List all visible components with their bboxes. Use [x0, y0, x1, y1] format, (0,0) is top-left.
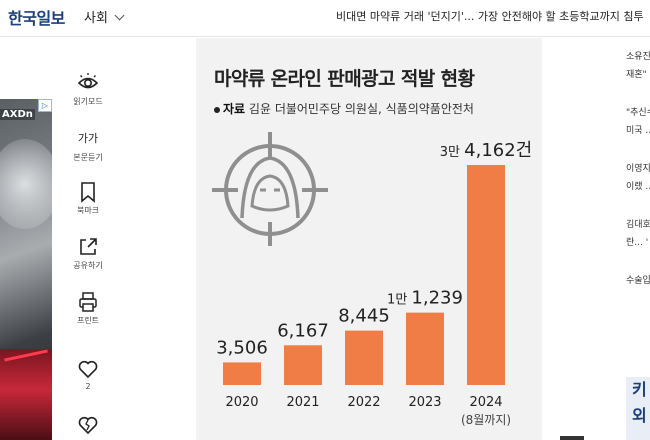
category-label-2022: 2022 [347, 395, 380, 410]
sidebar-news-1[interactable]: 소유진 [626, 52, 650, 62]
ad-choices-icon[interactable]: ▷ [38, 99, 52, 112]
category-label-2021: 2021 [286, 395, 319, 410]
value-label-2022: 8,445 [338, 306, 390, 327]
font-size-button[interactable]: 가가 본문듣기 [66, 128, 110, 163]
broken-heart-icon [78, 416, 98, 435]
tool-label-reader: 읽기모드 [73, 97, 103, 106]
value-label-2023: 1만 1,239 [387, 288, 463, 309]
hooded-figure-target-icon [212, 132, 328, 246]
sidebar-news-1-sub[interactable]: 재혼" [626, 70, 647, 80]
like-button[interactable]: 2 [66, 358, 110, 391]
source-label: 자료 [223, 102, 246, 116]
tool-label-listen: 본문듣기 [73, 153, 103, 162]
tool-label-bookmark: 북마크 [76, 206, 100, 215]
share-button[interactable]: 공유하기 [66, 236, 110, 271]
sidebar-news-4[interactable]: 김대호 [626, 220, 650, 230]
ad-brand-text: AXDn [0, 109, 35, 120]
infographic-source: 자료 김윤 더불어민주당 의원실, 식품의약품안전처 [214, 100, 474, 117]
infographic-panel: 마약류 온라인 판매광고 적발 현황 자료 김윤 더불어민주당 의원실, 식품의… [196, 38, 542, 440]
reader-mode-button[interactable]: 읽기모드 [66, 72, 110, 107]
category-note-2024: (8월까지) [461, 413, 511, 427]
article-headline: 비대면 마약류 거래 '던지기'... 가장 안전해야 할 초등학교까지 침투 [336, 10, 644, 23]
heart-icon [78, 360, 98, 379]
site-logo[interactable]: 한국일보 [8, 9, 65, 28]
category-label-2024: 2024 [469, 395, 502, 410]
print-button[interactable]: 프린트 [66, 291, 110, 326]
bar-2022 [345, 330, 383, 385]
dislike-button[interactable] [66, 414, 110, 436]
like-count: 2 [85, 382, 91, 391]
section-dropdown[interactable]: 사회 [84, 7, 125, 26]
category-label-2020: 2020 [225, 395, 258, 410]
text-size-icon: 가가 [77, 132, 99, 145]
section-label: 사회 [84, 11, 108, 26]
value-label-2021: 6,167 [277, 320, 329, 341]
sidebar-news-5[interactable]: 수술입 [626, 276, 650, 286]
top-navigation-bar: 한국일보 사회 비대면 마약류 거래 '던지기'... 가장 안전해야 할 초등… [0, 0, 650, 37]
chevron-down-icon [114, 10, 125, 20]
share-icon [80, 238, 97, 255]
category-label-2023: 2023 [408, 395, 441, 410]
bar-2021 [284, 345, 322, 385]
value-label-2024: 3만 4,162건 [440, 140, 532, 161]
bar-2023 [406, 312, 444, 385]
bar-chart: 3,506 2020 6,167 2021 8,445 2022 1만 1,239 2023 3… [212, 132, 532, 427]
ad-highlight [0, 139, 52, 229]
tool-label-print: 프린트 [76, 316, 100, 325]
sidebar-promo-box[interactable]: 키 외 [626, 377, 650, 440]
source-text: 김윤 더불어민주당 의원실, 식품의약품안전처 [248, 102, 474, 116]
tool-label-share: 공유하기 [73, 261, 103, 270]
bullet-dot [214, 106, 220, 113]
bar-2024 [467, 165, 505, 385]
ad-red-fabric [0, 349, 52, 440]
sidebar-news-2-sub[interactable]: 미국 ... [626, 126, 650, 136]
advertisement-image[interactable] [0, 99, 52, 440]
bookmark-button[interactable]: 북마크 [66, 181, 110, 216]
infographic-title: 마약류 온라인 판매광고 적발 현황 [214, 68, 475, 90]
bar-2020 [223, 362, 261, 385]
bookmark-icon [81, 182, 95, 203]
print-icon [79, 292, 97, 312]
eye-icon [77, 73, 99, 89]
sidebar-news-3-sub[interactable]: 이랬 ... [626, 182, 650, 192]
scroll-handle[interactable] [560, 436, 584, 440]
sidebar-news-3[interactable]: 이영지 [626, 164, 650, 174]
sidebar-news-4-sub[interactable]: 란... ' [626, 238, 649, 248]
value-label-2020: 3,506 [216, 337, 268, 358]
sidebar-news-2[interactable]: "추신수 [626, 108, 650, 118]
